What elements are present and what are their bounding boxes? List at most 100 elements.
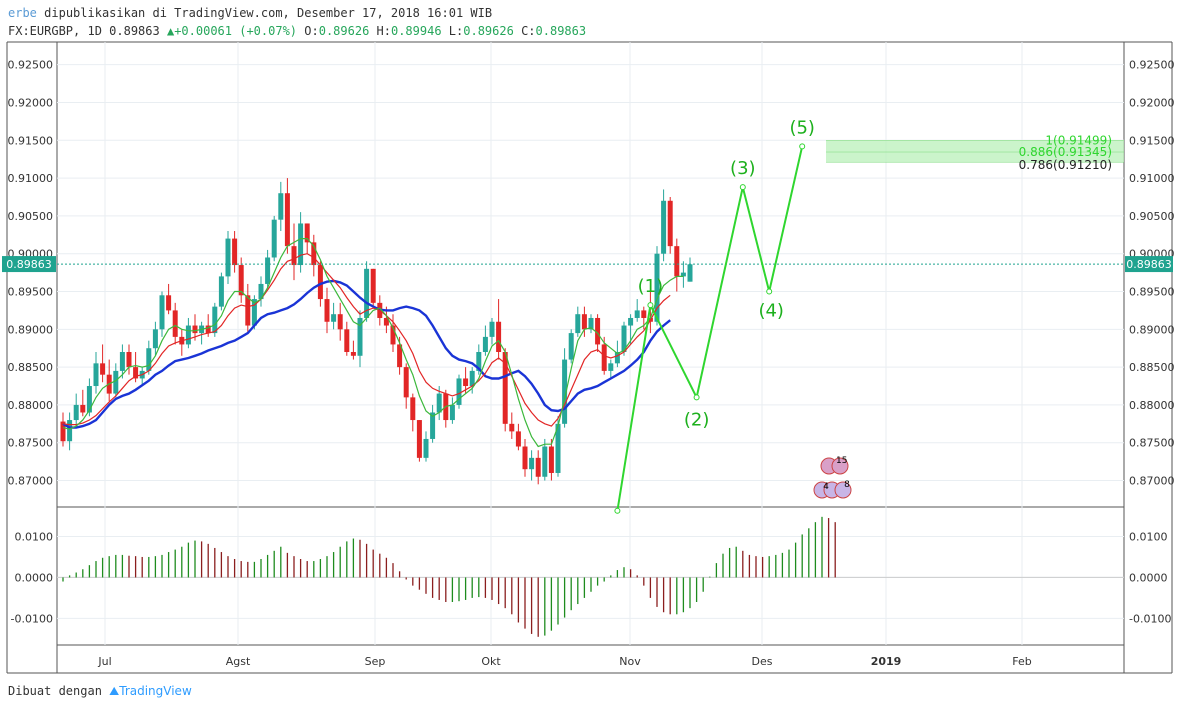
ohlc-line: FX:EURGBP, 1D 0.89863 ▲+0.00061 (+0.07%)… — [8, 24, 586, 38]
candle-body — [364, 268, 370, 318]
candle-body — [555, 423, 561, 473]
high-value: 0.89946 — [390, 24, 442, 38]
candle-body — [93, 363, 99, 387]
candle-body — [205, 325, 211, 334]
candle-body — [562, 359, 568, 424]
fib-level-label: 0.786(0.91210) — [1019, 158, 1112, 172]
candle-body — [628, 317, 634, 326]
candle-body — [469, 370, 475, 387]
candle-body — [509, 423, 515, 432]
wave-label: (2) — [684, 409, 710, 430]
fib-extension-band — [826, 140, 1124, 163]
footer: Dibuat dengan ⛰TradingView — [8, 684, 192, 699]
author-name[interactable]: erbe — [8, 6, 37, 20]
candle-body — [311, 242, 317, 266]
moving-average-blue — [62, 279, 671, 429]
candle-body — [397, 344, 403, 368]
event-flag-icon — [834, 481, 852, 499]
candle-body — [634, 310, 640, 318]
candle-body — [595, 317, 601, 345]
candle-body — [383, 317, 389, 326]
price-tick-label-left: 0.90500 — [8, 210, 54, 223]
candle-body — [159, 295, 165, 330]
candle-body — [73, 404, 79, 421]
time-tick-label: Feb — [1012, 655, 1031, 668]
wave-point — [647, 302, 654, 309]
candle-body — [185, 325, 191, 345]
close-value: 0.89863 — [535, 24, 587, 38]
candle-body — [80, 404, 86, 413]
candle-body — [265, 257, 271, 284]
open-label: O: — [304, 24, 319, 38]
candle-body — [621, 325, 627, 352]
candle-body — [251, 299, 257, 326]
candle-body — [482, 336, 488, 352]
wave-point — [739, 184, 746, 191]
last-price-tag-left-text: 0.89863 — [6, 258, 52, 271]
event-count-label: 8 — [844, 480, 850, 490]
candle-body — [502, 352, 508, 424]
moving-average-green — [62, 238, 684, 448]
event-count-label: 15 — [836, 456, 847, 466]
candle-body — [152, 329, 158, 349]
candle-body — [133, 367, 139, 379]
price-tick-label-right: 0.90500 — [1129, 210, 1175, 223]
candle-body — [317, 265, 323, 300]
publish-line: erbe dipublikasikan di TradingView.com, … — [8, 6, 492, 20]
candle-body — [238, 265, 244, 296]
time-tick-label: Des — [752, 655, 773, 668]
candle-body — [357, 317, 363, 356]
tradingview-brand[interactable]: TradingView — [119, 684, 192, 698]
candle-body — [608, 363, 614, 371]
candle-body — [430, 412, 436, 439]
tradingview-logo-icon[interactable]: ⛰ — [109, 684, 120, 698]
candle-body — [542, 446, 548, 477]
chart-area[interactable]: Jul Agst Sep Okt Nov Des 2019 Feb 0.92500 0.92500… — [0, 0, 1180, 680]
low-label: L: — [448, 24, 464, 38]
fib-level-label: 1(0.91499) — [1045, 133, 1112, 147]
candle-body — [245, 295, 251, 326]
price-tick-label-right: 0.89000 — [1129, 323, 1175, 336]
candle-body — [548, 446, 554, 473]
candle-body — [674, 246, 680, 277]
candle-body — [496, 321, 502, 352]
wave-point — [799, 143, 806, 150]
candle-body — [489, 321, 495, 337]
time-tick-label: Sep — [365, 655, 386, 668]
candle-body — [298, 223, 304, 266]
last-price-tag-left — [2, 256, 56, 273]
time-tick-label: Agst — [226, 655, 251, 668]
time-tick-label: Jul — [97, 655, 111, 668]
candle-body — [271, 219, 277, 258]
price-tick-label-right: 0.87000 — [1129, 475, 1175, 488]
candle-body — [166, 295, 172, 311]
candle-body — [476, 352, 482, 371]
candle-body — [529, 457, 535, 470]
candle-body — [225, 238, 231, 277]
wave-label: (3) — [730, 158, 756, 179]
candle-body — [535, 457, 541, 477]
price-tick-label-right: 0.91000 — [1129, 172, 1175, 185]
candle-body — [172, 310, 178, 337]
candle-body — [100, 363, 106, 375]
publish-text: dipublikasikan di TradingView.com, Desem… — [44, 6, 493, 20]
candle-body — [436, 393, 442, 413]
osc-tick-label-left: 0.0100 — [15, 530, 54, 543]
candle-body — [687, 264, 693, 282]
wave-label: (1) — [638, 276, 664, 297]
price-tick-label-right: 0.89500 — [1129, 286, 1175, 299]
candle-body — [344, 329, 350, 352]
price-tick-label-left: 0.91500 — [8, 134, 54, 147]
price-tick-label-left: 0.88000 — [8, 399, 54, 412]
candle-body — [218, 276, 224, 307]
candle-body — [350, 352, 356, 356]
moving-average-red — [62, 253, 671, 427]
candle-body — [390, 325, 396, 345]
candle-body — [284, 193, 290, 247]
candle-body — [410, 397, 416, 421]
price-tick-label-left: 0.92500 — [8, 59, 54, 72]
candle-body — [291, 246, 297, 266]
high-label: H: — [376, 24, 391, 38]
osc-tick-label-left: 0.0000 — [15, 571, 54, 584]
wave-label: (5) — [789, 117, 815, 138]
